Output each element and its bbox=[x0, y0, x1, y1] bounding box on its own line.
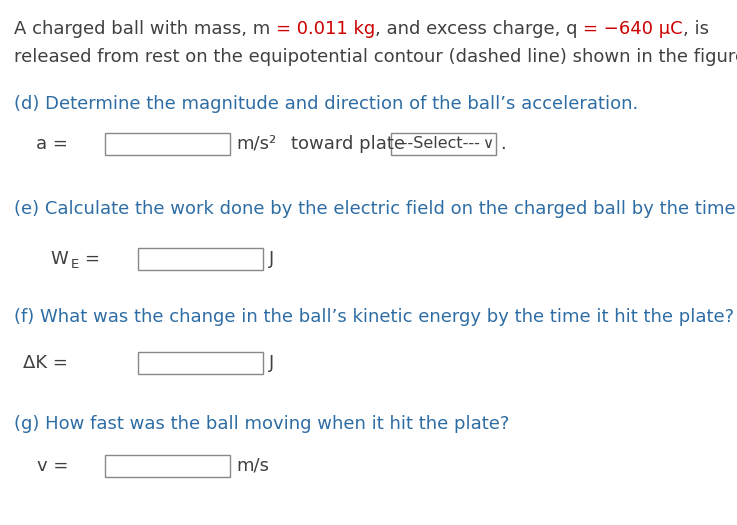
Text: (g) How fast was the ball moving when it hit the plate?: (g) How fast was the ball moving when it… bbox=[14, 415, 509, 433]
Text: (d) Determine the magnitude and direction of the ball’s acceleration.: (d) Determine the magnitude and directio… bbox=[14, 95, 638, 113]
Text: =: = bbox=[84, 250, 99, 268]
Text: , is: , is bbox=[683, 20, 709, 38]
Bar bbox=[138, 352, 263, 374]
Text: v =: v = bbox=[37, 457, 68, 475]
Bar bbox=[138, 248, 263, 270]
Text: J: J bbox=[269, 354, 274, 372]
Text: ---Select---: ---Select--- bbox=[396, 136, 480, 152]
Text: = 0.011 kg: = 0.011 kg bbox=[276, 20, 375, 38]
Text: released from rest on the equipotential contour (dashed line) shown in the figur: released from rest on the equipotential … bbox=[14, 48, 737, 66]
Text: , and excess charge, q: , and excess charge, q bbox=[375, 20, 584, 38]
Text: E: E bbox=[71, 257, 80, 270]
Text: m/s²: m/s² bbox=[236, 135, 276, 153]
Bar bbox=[105, 133, 230, 155]
Text: (e) Calculate the work done by the electric field on the charged ball by the tim: (e) Calculate the work done by the elect… bbox=[14, 200, 737, 218]
Text: a =: a = bbox=[36, 135, 68, 153]
Text: m/s: m/s bbox=[236, 457, 269, 475]
Text: J: J bbox=[269, 250, 274, 268]
Text: = −640 μC: = −640 μC bbox=[584, 20, 683, 38]
Text: W: W bbox=[50, 250, 68, 268]
Bar bbox=[105, 455, 230, 477]
Text: ∨: ∨ bbox=[482, 136, 493, 152]
Text: ΔK =: ΔK = bbox=[23, 354, 68, 372]
Text: toward plate: toward plate bbox=[291, 135, 405, 153]
Bar bbox=[391, 133, 496, 155]
Text: (f) What was the change in the ball’s kinetic energy by the time it hit the plat: (f) What was the change in the ball’s ki… bbox=[14, 308, 734, 326]
Text: A charged ball with mass, m: A charged ball with mass, m bbox=[14, 20, 276, 38]
Text: .: . bbox=[500, 135, 506, 153]
